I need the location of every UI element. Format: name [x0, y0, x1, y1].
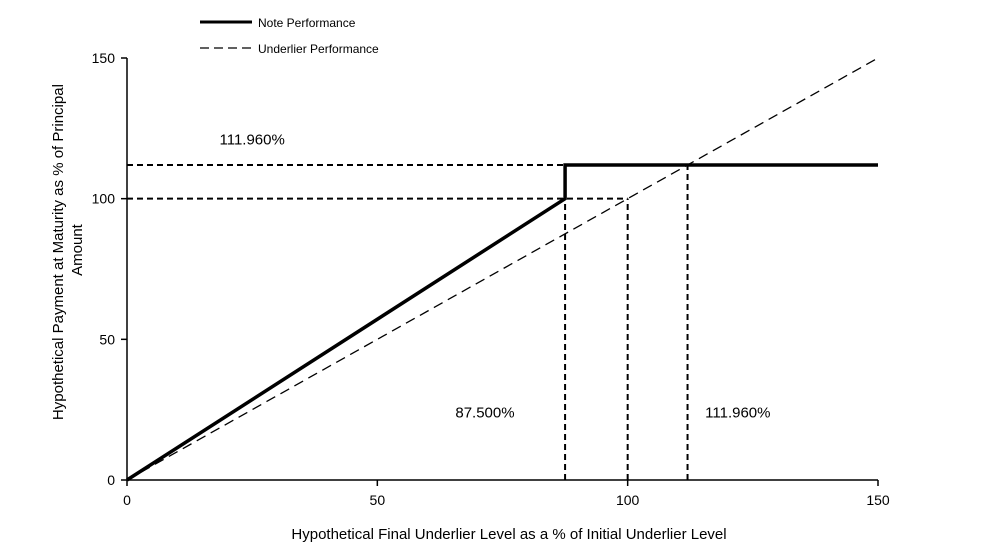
x-tick-label: 0	[123, 492, 131, 508]
x-tick-label: 50	[370, 492, 386, 508]
legend-label-note-performance: Note Performance	[258, 16, 356, 30]
annotation-label-2: 111.960%	[705, 404, 770, 421]
series-line-note-performance	[126, 163, 878, 482]
axes	[126, 58, 878, 481]
series-lines	[126, 57, 879, 482]
annotations: 111.960% 87.500% 111.960%	[219, 132, 770, 422]
ticks: 0 50 100 150 0 50 100 150	[92, 50, 890, 508]
y-tick-label: 50	[99, 331, 115, 347]
legend-label-underlier-performance: Underlier Performance	[258, 42, 379, 56]
x-tick-label: 100	[616, 492, 640, 508]
y-tick-label: 0	[107, 472, 115, 488]
annotation-label-0: 111.960%	[219, 132, 284, 149]
x-tick-label: 150	[866, 492, 890, 508]
y-axis-label: Hypothetical Payment at Maturity as % of…	[50, 80, 86, 420]
reference-lines	[127, 164, 689, 480]
y-tick-label: 150	[92, 50, 116, 66]
legend: Note Performance Underlier Performance	[200, 16, 379, 56]
y-axis-label-line-2: Amount	[69, 223, 86, 276]
annotation-label-1: 87.500%	[455, 404, 514, 421]
y-axis-label-line-1: Hypothetical Payment at Maturity as % of…	[50, 84, 67, 420]
x-axis-label: Hypothetical Final Underlier Level as a …	[291, 526, 726, 543]
y-tick-label: 100	[92, 191, 116, 207]
